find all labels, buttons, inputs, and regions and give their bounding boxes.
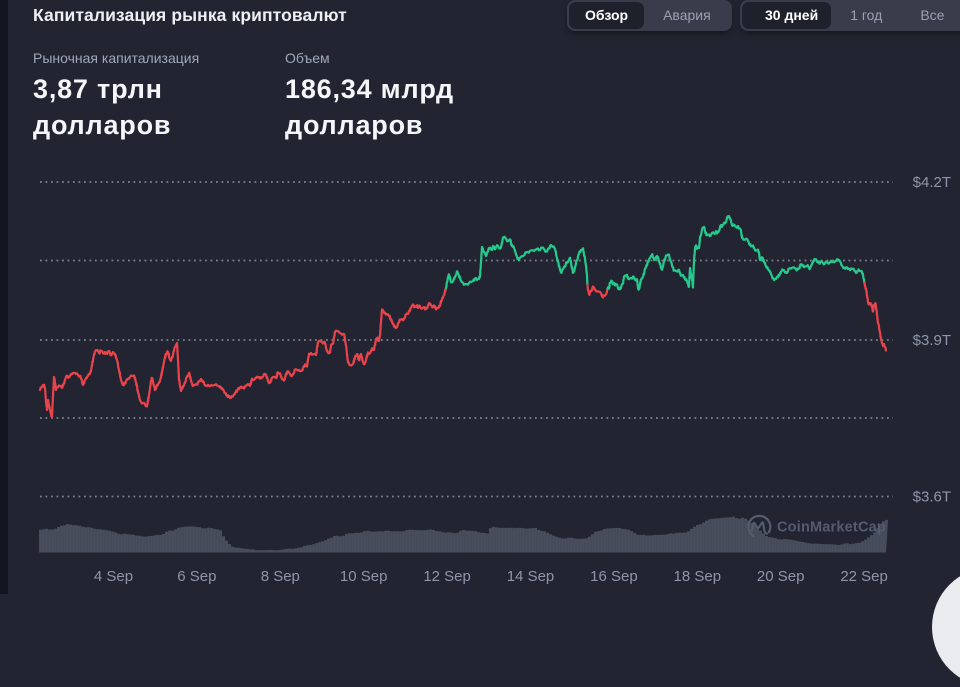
svg-text:6 Sep: 6 Sep	[177, 568, 216, 585]
svg-text:$4.2T: $4.2T	[913, 174, 951, 191]
svg-text:CoinMarketCap: CoinMarketCap	[777, 520, 886, 536]
svg-text:18 Sep: 18 Sep	[674, 568, 722, 585]
svg-text:$3.9T: $3.9T	[913, 332, 951, 349]
svg-text:20 Sep: 20 Sep	[757, 568, 805, 585]
svg-text:14 Sep: 14 Sep	[507, 568, 555, 585]
svg-text:4 Sep: 4 Sep	[94, 568, 133, 585]
svg-text:22 Sep: 22 Sep	[840, 568, 888, 585]
svg-text:12 Sep: 12 Sep	[423, 568, 471, 585]
svg-text:10 Sep: 10 Sep	[340, 568, 388, 585]
svg-text:8 Sep: 8 Sep	[261, 568, 300, 585]
svg-text:16 Sep: 16 Sep	[590, 568, 638, 585]
svg-text:$3.6T: $3.6T	[913, 489, 951, 506]
